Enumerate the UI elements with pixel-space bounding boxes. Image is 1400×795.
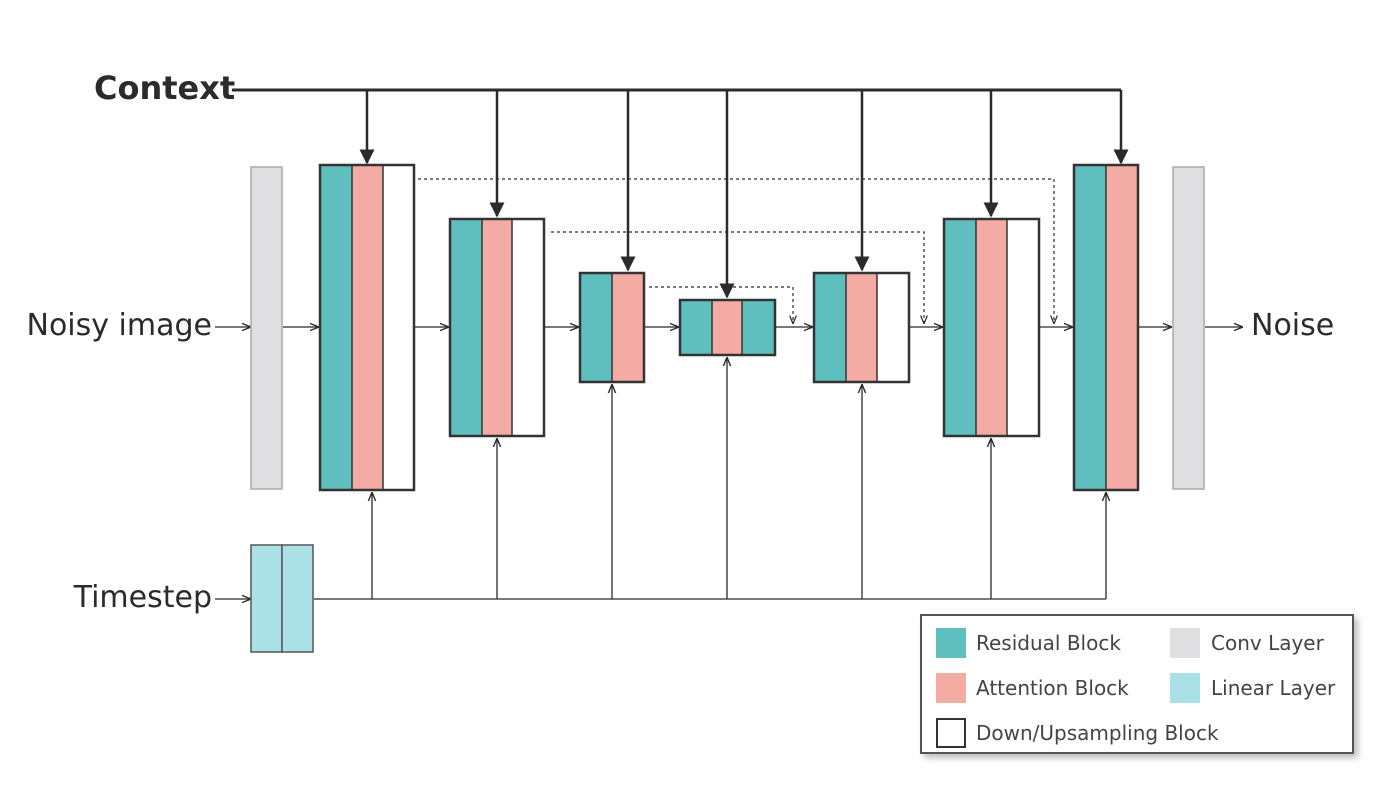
down-block-2 [448, 217, 546, 438]
skip-connections [418, 178, 1054, 323]
legend-attention-label: Attention Block [976, 676, 1129, 700]
legend-conv-label: Conv Layer [1211, 631, 1324, 655]
legend: Residual Block Attention Block Down/Upsa… [920, 614, 1354, 754]
legend-linear-label: Linear Layer [1211, 676, 1336, 700]
legend-updown-label: Down/Upsampling Block [976, 721, 1219, 745]
down-block-3 [578, 271, 646, 384]
noise-label: Noise [1251, 308, 1335, 343]
middle-block [678, 298, 777, 357]
down-block-1 [318, 163, 416, 492]
legend-residual-label: Residual Block [976, 631, 1121, 655]
skip-connection [418, 178, 1054, 323]
updown-swatch [936, 718, 966, 748]
skip-connection [551, 231, 924, 323]
up-block-3 [1072, 163, 1140, 492]
context-connections [232, 88, 1129, 299]
up-block-2 [942, 217, 1041, 438]
linear-swatch [1170, 673, 1200, 703]
conv-layer-out [1172, 166, 1205, 490]
skip-connection [649, 286, 793, 323]
up-block-1 [812, 271, 911, 384]
noisy-image-label: Noisy image [26, 308, 213, 343]
timestep-connections [215, 358, 1106, 599]
residual-swatch [936, 628, 966, 658]
attention-swatch [936, 673, 966, 703]
timestep-label: Timestep [73, 580, 212, 615]
conv-swatch [1170, 628, 1200, 658]
conv-layer-in [250, 166, 283, 490]
linear-layers [250, 544, 314, 653]
context-label: Context [94, 69, 236, 107]
